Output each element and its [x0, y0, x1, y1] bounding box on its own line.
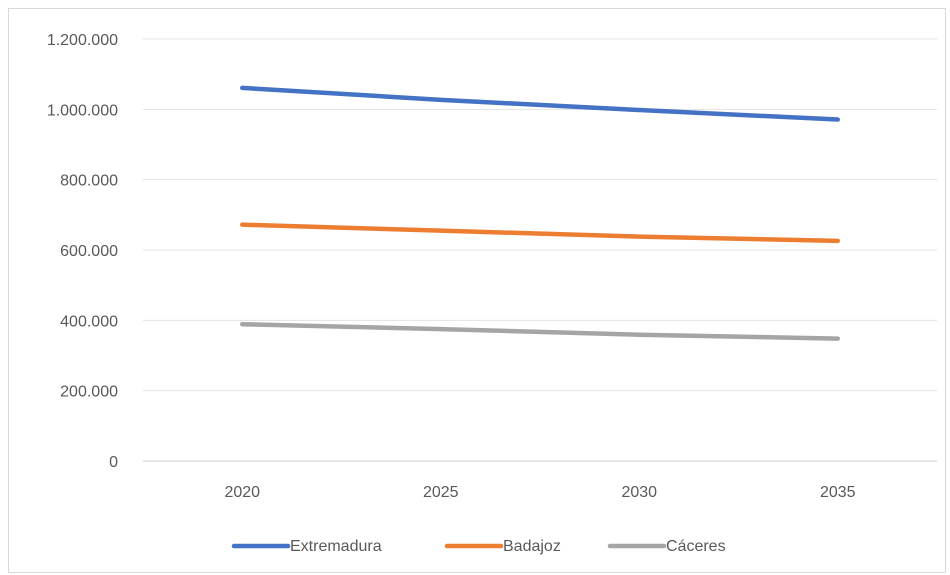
- series-lines: [240, 85, 840, 341]
- legend-label: Badajoz: [503, 538, 561, 555]
- y-tick-label: 1.200.000: [47, 32, 118, 49]
- y-tick-label: 0: [109, 454, 118, 471]
- y-tick-label: 800.000: [60, 173, 118, 190]
- legend-label: Extremadura: [290, 538, 382, 555]
- legend-label: Cáceres: [666, 538, 726, 555]
- series-line-extremadura: [240, 85, 840, 122]
- y-tick-label: 200.000: [60, 384, 118, 401]
- y-tick-label: 1.000.000: [47, 102, 118, 119]
- x-tick-label: 2025: [423, 484, 459, 501]
- series-line-cáceres: [240, 321, 840, 341]
- legend: Extremadura Badajoz Cáceres: [231, 538, 726, 555]
- x-tick-label: 2030: [621, 484, 657, 501]
- y-tick-label: 400.000: [60, 313, 118, 330]
- x-tick-label: 2035: [820, 484, 856, 501]
- y-tick-label: 600.000: [60, 243, 118, 260]
- y-axis-tick-labels: 0 200.000 400.000 600.000 800.000 1.000.000 1.…: [47, 32, 118, 471]
- x-tick-label: 2020: [224, 484, 260, 501]
- gridlines: [143, 38, 937, 462]
- series-line-badajoz: [240, 222, 840, 244]
- x-axis-tick-labels: 2020 2025 2030 2035: [224, 484, 855, 501]
